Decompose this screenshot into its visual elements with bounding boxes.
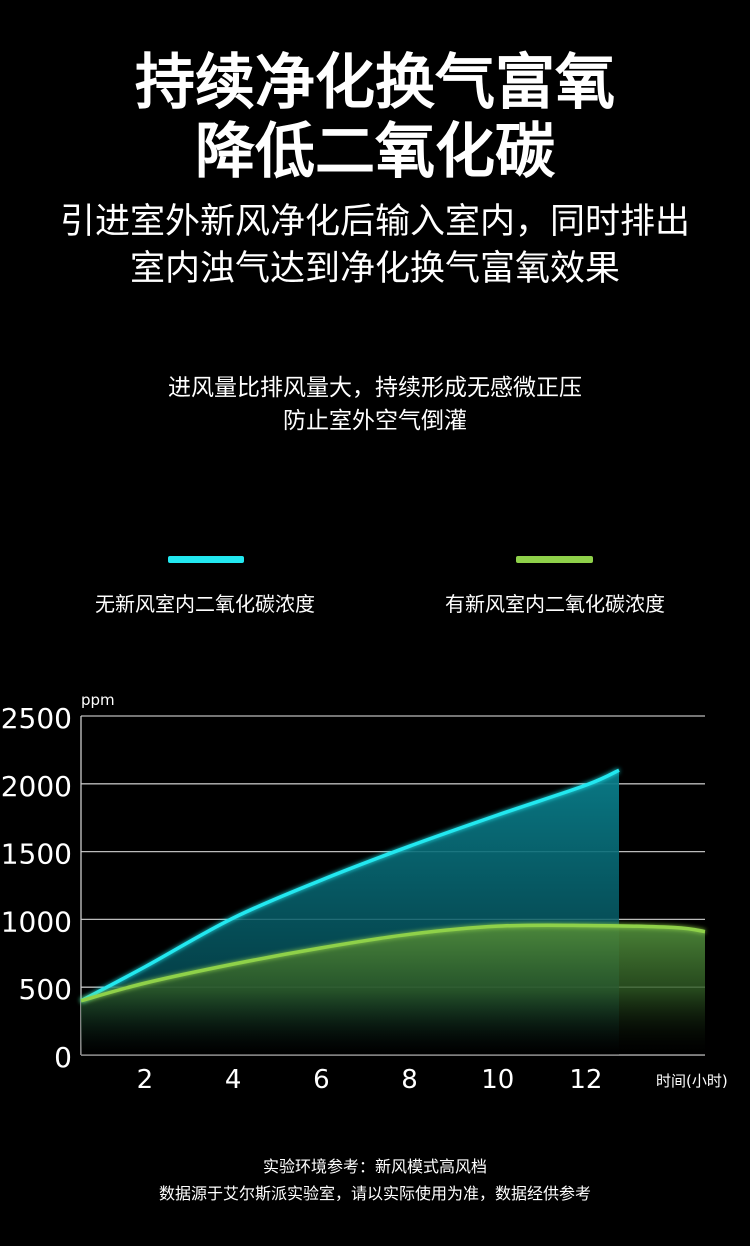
subtitle-line-1: 引进室外新风净化后输入室内，同时排出 — [59, 202, 690, 242]
subtitle-line-2: 室内浊气达到净化换气富氧效果 — [129, 249, 620, 289]
title-line-2: 降低二氧化碳 — [195, 117, 555, 187]
x-axis-label: 时间(小时) — [656, 1072, 728, 1090]
legend-label-no-fresh-air: 无新风室内二氧化碳浓度 — [95, 592, 315, 616]
series-area-1 — [81, 925, 705, 1055]
legend-label-fresh-air: 有新风室内二氧化碳浓度 — [445, 592, 665, 616]
title-line-1: 持续净化换气富氧 — [135, 48, 615, 118]
x-tick-label: 2 — [137, 1065, 154, 1095]
note-line-2: 防止室外空气倒灌 — [283, 408, 467, 434]
y-tick-label: 1500 — [1, 838, 72, 871]
y-tick-label: 1000 — [1, 905, 72, 938]
y-tick-label: 2000 — [1, 770, 72, 803]
footer-line-1: 实验环境参考：新风模式高风档 — [262, 1157, 487, 1176]
x-tick-label: 4 — [225, 1065, 242, 1095]
legend-swatch-fresh-air — [516, 556, 593, 563]
series-line-1 — [80, 923, 706, 1003]
y-tick-label: 2500 — [1, 702, 72, 735]
legend-swatch-no-fresh-air — [168, 556, 244, 563]
x-tick-label: 12 — [569, 1065, 602, 1095]
note-line-1: 进风量比排风量大，持续形成无感微正压 — [168, 375, 582, 401]
y-tick-label: 0 — [54, 1041, 72, 1074]
co2-chart: 0 500 1000 1500 2000 2500 2 4 6 8 10 12 ppm 时间(小时) — [1, 691, 728, 1095]
x-tick-label: 6 — [313, 1065, 330, 1095]
y-axis-label: ppm — [81, 691, 115, 709]
series-line-0 — [80, 768, 620, 1003]
y-tick-label: 500 — [19, 973, 72, 1006]
footer-line-2: 数据源于艾尔斯派实验室，请以实际使用为准，数据经供参考 — [158, 1184, 591, 1203]
x-tick-label: 10 — [481, 1065, 514, 1095]
x-tick-label: 8 — [401, 1065, 418, 1095]
